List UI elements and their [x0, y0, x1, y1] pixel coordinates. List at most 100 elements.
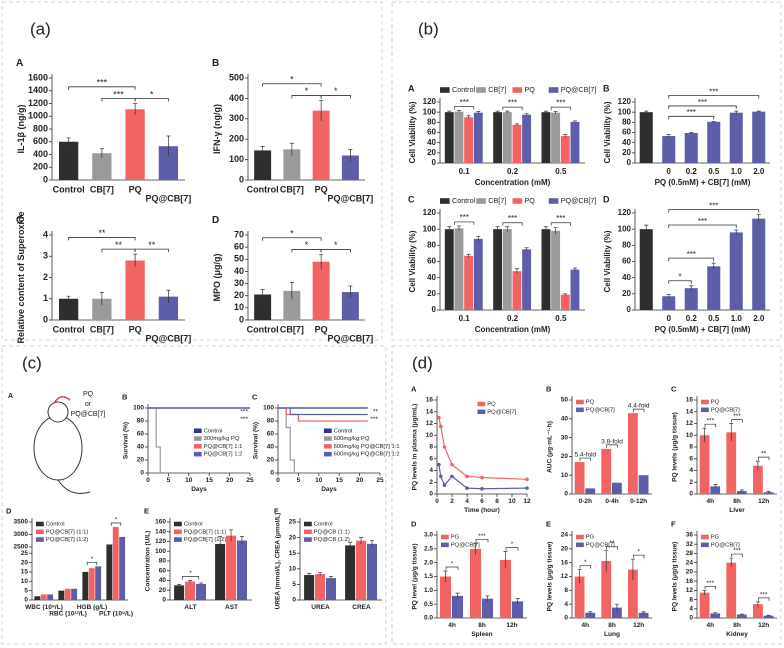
y-axis-label: Relative content of Superoxide: [16, 211, 26, 343]
y-tick-label: 50: [561, 397, 569, 404]
bar: [236, 540, 248, 600]
bar: [125, 109, 145, 180]
x-tick-label: 0: [146, 477, 150, 484]
error-bar: [702, 589, 707, 595]
error-bar: [359, 537, 364, 544]
x-tick-label: 2.0: [753, 314, 765, 323]
legend-swatch: [323, 428, 332, 434]
legend-swatch: [512, 198, 523, 204]
bar: [574, 462, 585, 494]
y-tick-label: 16: [686, 397, 694, 404]
x-tick-label: 0: [667, 167, 672, 176]
y-tick-label: 30: [234, 278, 244, 288]
mouse-tail: [57, 479, 91, 494]
x-tick-label: PQ: [129, 184, 142, 194]
error-bar: [563, 293, 568, 296]
error-bar: [553, 227, 558, 235]
bar: [500, 559, 512, 618]
error-bar: [455, 592, 460, 599]
bar: [125, 260, 145, 320]
y-tick-label: 200: [33, 162, 48, 172]
legend-swatch: [174, 529, 182, 535]
legend-swatch: [576, 399, 584, 405]
error-bar: [369, 540, 374, 547]
point: [525, 486, 529, 490]
x-tick-label: PLT (10⁹/L): [99, 610, 133, 617]
error-bar: [739, 613, 744, 616]
y-tick-label: 16: [686, 578, 694, 585]
legend-swatch: [476, 198, 486, 204]
subpanel-label: D: [212, 215, 219, 226]
bar: [699, 435, 710, 494]
error-bar: [702, 427, 707, 443]
y-axis-label: Cell Viability (%): [603, 101, 612, 163]
y-tick-label: 60: [427, 257, 436, 266]
sig-bracket: [68, 237, 136, 241]
x-tick-label: 0.2: [686, 314, 698, 323]
subpanel-label: B: [546, 385, 552, 394]
sig-label: ***: [687, 250, 696, 259]
y-tick-label: 8: [689, 596, 693, 603]
bar: [753, 465, 763, 494]
sig-bracket: [134, 248, 169, 253]
y-tick-label: 0: [239, 314, 244, 324]
bar: [662, 296, 676, 310]
point: [438, 424, 443, 429]
sig-bracket: [632, 554, 645, 559]
y-tick-label: 1200: [28, 98, 48, 108]
y-tick-label: 40: [561, 416, 569, 423]
y-tick-label: 6: [689, 455, 693, 462]
bar: [158, 296, 179, 320]
y-tick-label: 25: [21, 550, 29, 557]
y-tick-label: 40: [234, 266, 244, 276]
y-tick-label: 60: [137, 431, 145, 438]
legend-label: CB[7]: [488, 85, 506, 94]
bar: [473, 112, 483, 163]
legend-swatch: [576, 542, 584, 548]
y-axis-label: AUC (μg·mL⁻¹·h): [547, 421, 554, 473]
error-bar: [503, 551, 508, 569]
x-axis-label: Days: [191, 486, 207, 493]
sig-label: **: [609, 540, 615, 547]
bar: [106, 544, 113, 600]
y-tick-label: 70: [234, 229, 244, 239]
sig-bracket: [668, 95, 760, 99]
y-tick-label: 20: [159, 587, 167, 594]
panel-label: (d): [412, 353, 433, 372]
y-tick-label: 60: [427, 128, 436, 137]
legend-label: PQ@CB[7] (1:2): [46, 537, 89, 543]
bar: [312, 261, 330, 320]
y-tick-label: 20: [21, 559, 29, 566]
y-axis-label: Survival (%): [253, 422, 260, 459]
panel-border: [391, 345, 782, 645]
bar: [440, 576, 452, 618]
sig-bracket: [68, 86, 136, 90]
error-bar: [289, 142, 294, 156]
legend-swatch: [304, 537, 312, 542]
y-tick-label: 1400: [28, 85, 48, 95]
legend-label: PQ: [586, 400, 595, 406]
line: [278, 407, 295, 473]
point: [442, 483, 447, 487]
sig-bracket: [550, 222, 571, 226]
sig-bracket: [731, 553, 743, 558]
error-bar: [729, 423, 734, 442]
sig-label: **: [98, 228, 106, 238]
point: [480, 486, 484, 491]
y-tick-label: 140: [155, 528, 166, 535]
x-tick-label: 0.2: [507, 167, 519, 176]
y-tick-label: 200: [229, 134, 244, 144]
sig-bracket: [502, 222, 523, 226]
bar: [341, 292, 359, 320]
bar: [753, 604, 763, 618]
bar: [283, 290, 301, 320]
y-tick-label: 120: [423, 208, 437, 217]
sig-bracket: [110, 522, 122, 526]
error-bar: [755, 601, 760, 607]
error-bar: [485, 595, 490, 602]
legend-swatch: [576, 407, 584, 413]
error-bar: [66, 295, 71, 302]
bar: [639, 229, 653, 310]
y-tick-label: 1: [43, 293, 48, 303]
